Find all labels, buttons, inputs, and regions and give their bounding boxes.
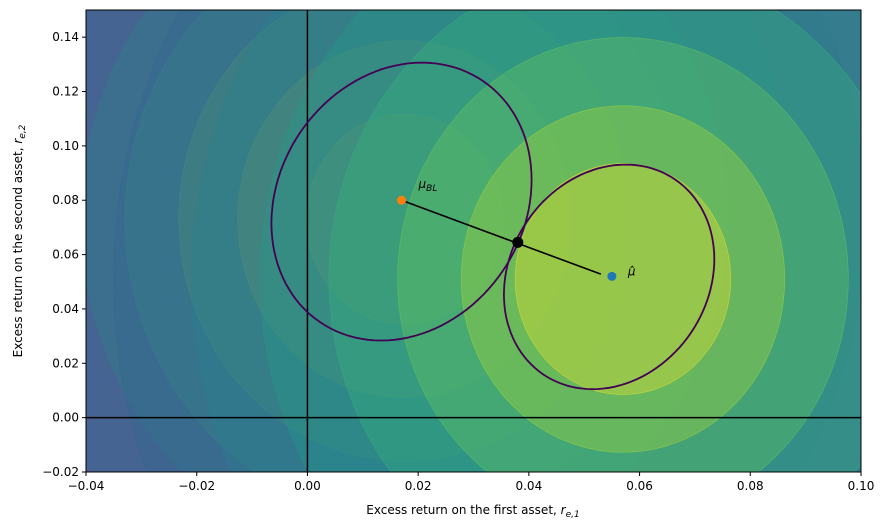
x-tick-label: 0.10 (848, 479, 875, 493)
x-tick-label: 0.04 (515, 479, 542, 493)
y-tick-label: 0.02 (52, 356, 79, 370)
y-tick-label: 0.12 (52, 85, 79, 99)
x-tick-label: −0.02 (178, 479, 215, 493)
mu_hat-label: μ̂ (627, 264, 636, 278)
sample-contours-level (514, 163, 732, 395)
plot-frame (85, 9, 862, 473)
contour-fills (85, 9, 862, 473)
y-tick-label: 0.14 (52, 30, 79, 44)
x-ticks: −0.04 −0.02 0.00 0.02 0.04 0.06 0.08 0.10 (68, 472, 875, 493)
plot-marks: μBL μ̂ (86, 10, 861, 472)
mu_hat-point (607, 271, 617, 281)
y-tick-label: 0.06 (52, 248, 79, 262)
y-axis-label: Excess return on the second asset, re,2 (11, 124, 28, 357)
x-tick-label: 0.00 (294, 479, 321, 493)
x-tick-label: −0.04 (68, 479, 105, 493)
sample-contours-level (460, 105, 786, 453)
mu_BL-point (397, 195, 407, 205)
bl-to-sample-line (401, 199, 602, 275)
y-tick-label: −0.02 (42, 465, 79, 479)
tangency-point (512, 236, 524, 248)
mu_BL-label: μBL (418, 177, 438, 194)
bl-prior-ellipse (270, 61, 533, 342)
x-axis-label: Excess return on the first asset, re,1 (366, 503, 579, 520)
y-tick-label: 0.10 (52, 139, 79, 153)
y-tick-label: 0.00 (52, 411, 79, 425)
y-tick-label: 0.08 (52, 193, 79, 207)
x-tick-label: 0.08 (737, 479, 764, 493)
x-tick-label: 0.02 (405, 479, 432, 493)
sample-ellipse (502, 163, 716, 391)
plot-background (86, 10, 861, 472)
y-tick-label: 0.04 (52, 302, 79, 316)
x-tick-label: 0.06 (626, 479, 653, 493)
y-ticks: −0.02 0.00 0.02 0.04 0.06 0.08 0.10 0.12 0.14 (42, 30, 86, 479)
